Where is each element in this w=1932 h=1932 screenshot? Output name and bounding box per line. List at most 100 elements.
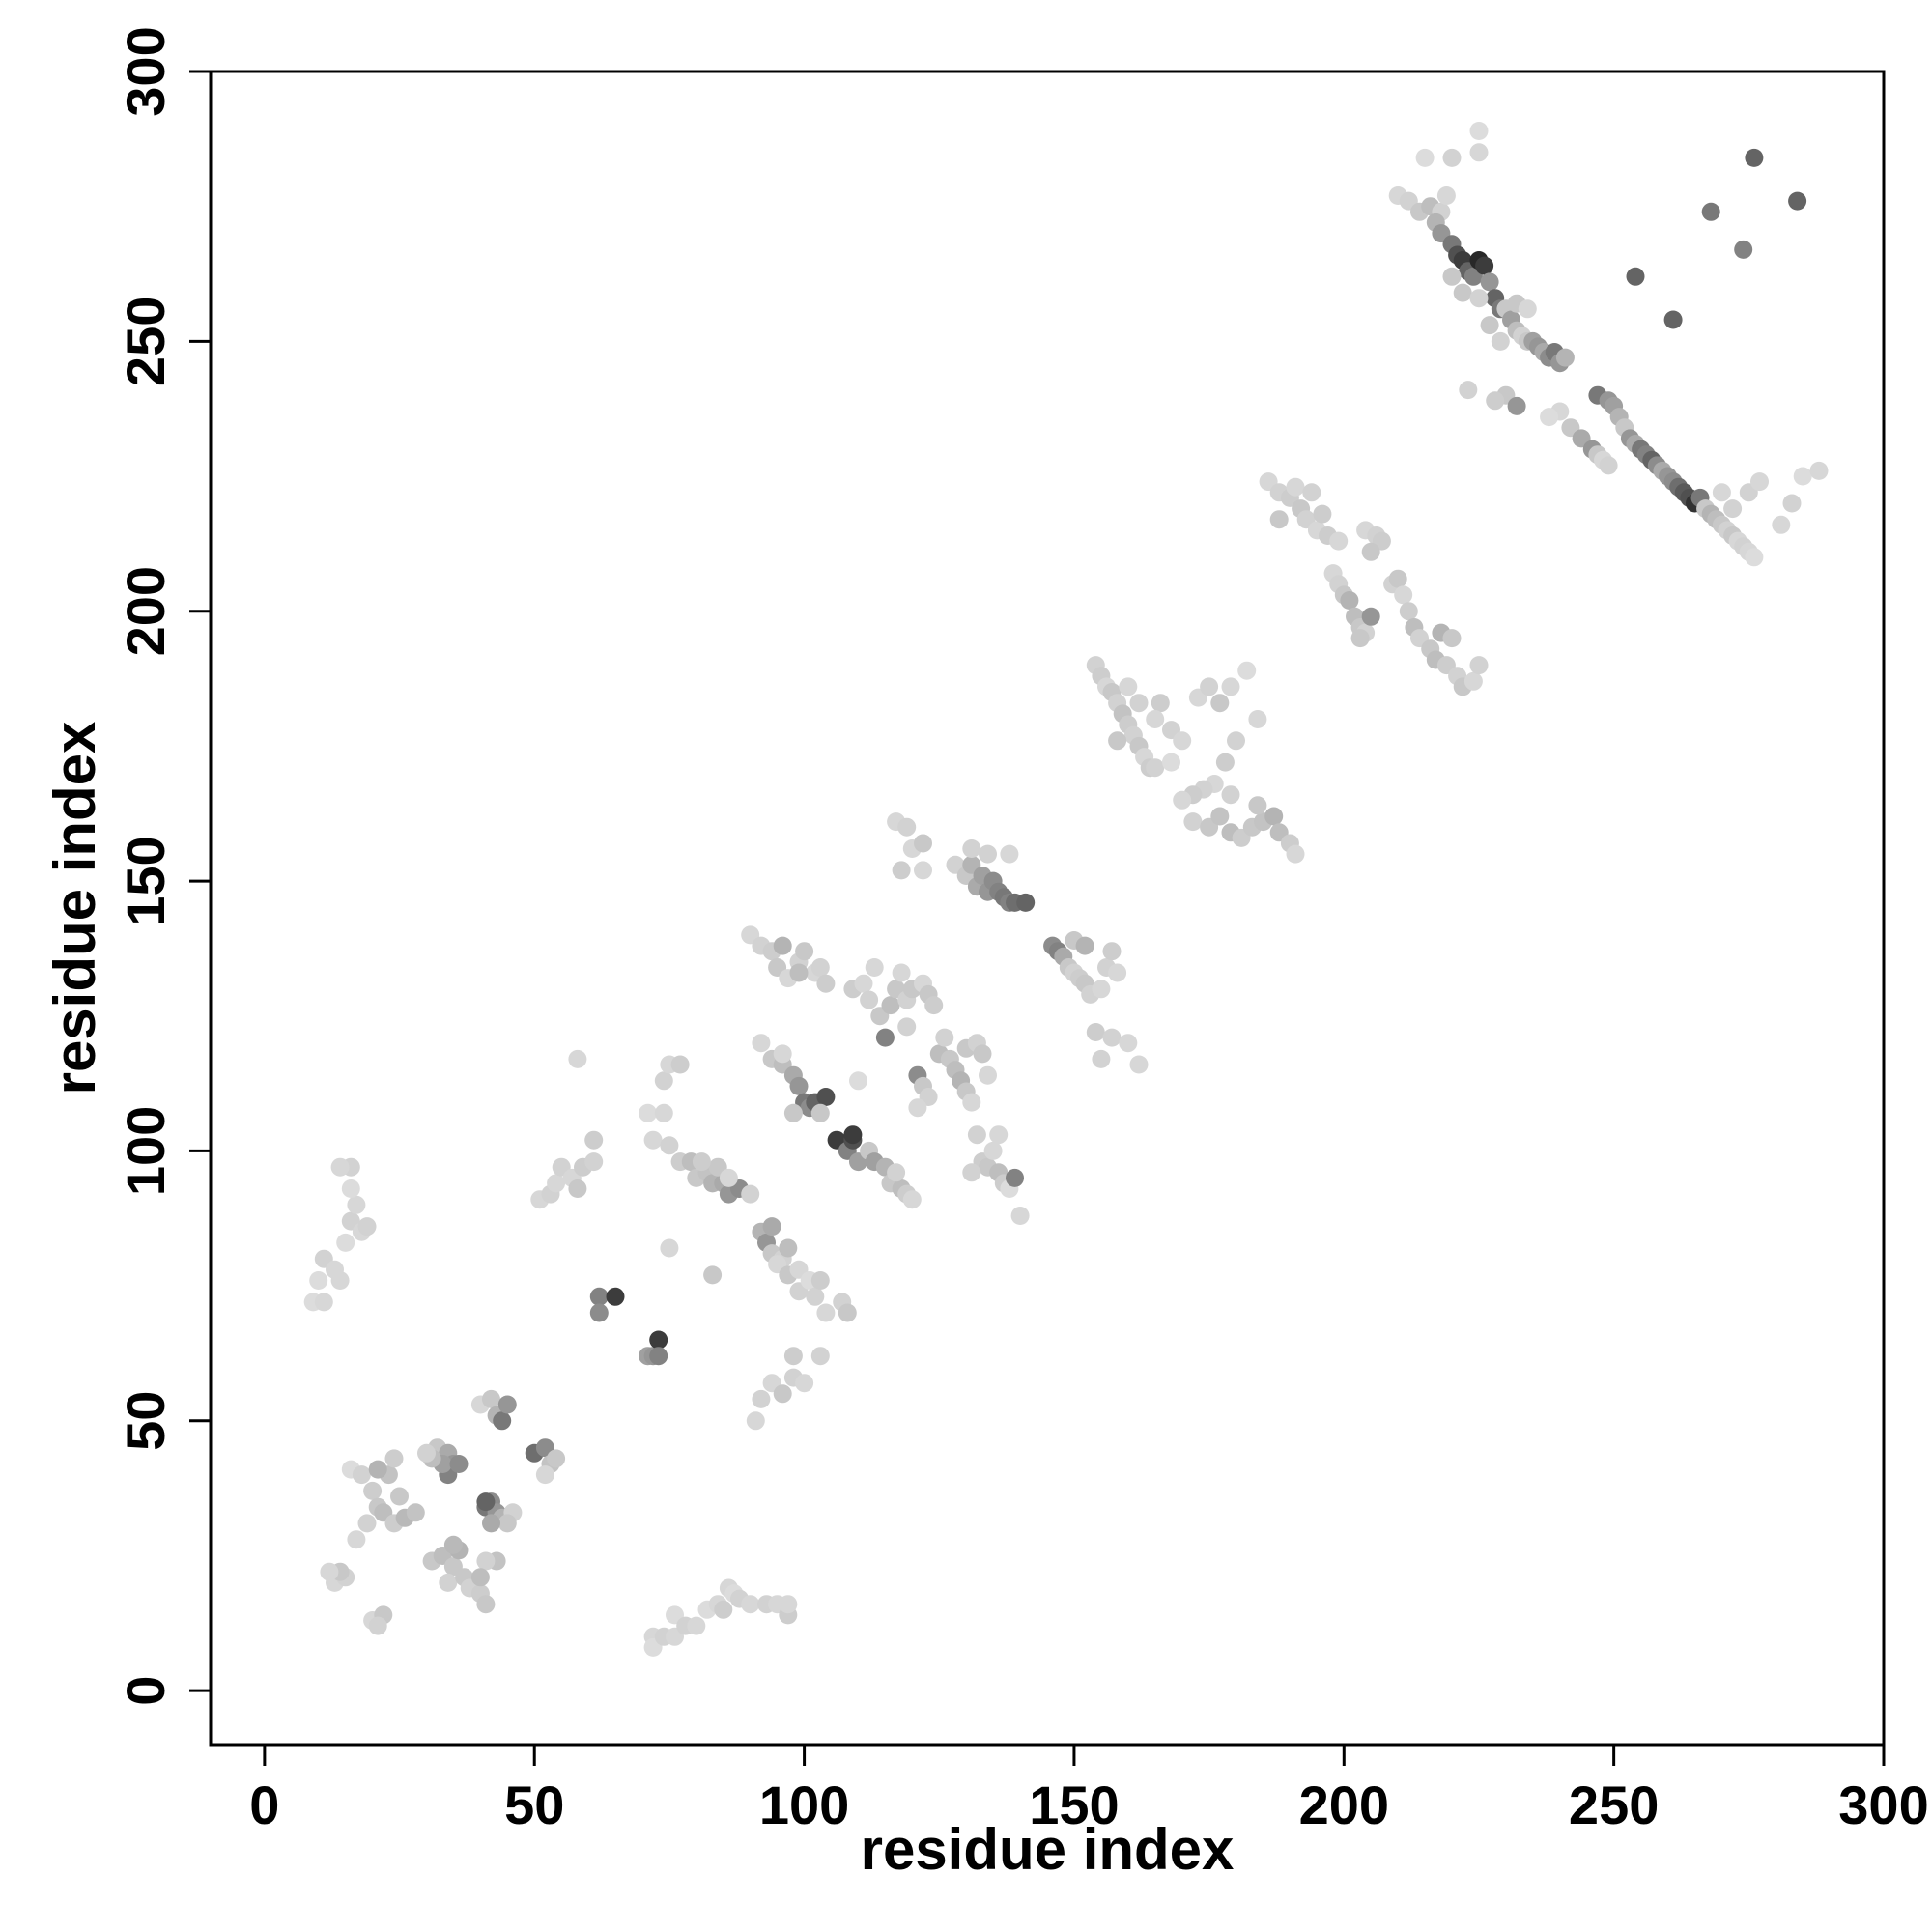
data-point bbox=[584, 1130, 604, 1150]
data-point bbox=[795, 942, 814, 961]
data-point bbox=[341, 1179, 360, 1198]
data-point bbox=[1540, 408, 1559, 427]
data-point bbox=[967, 1125, 986, 1145]
data-point bbox=[368, 1616, 387, 1635]
data-point bbox=[746, 1411, 765, 1431]
y-tick-label: 150 bbox=[115, 836, 176, 925]
data-point bbox=[983, 1141, 1003, 1160]
data-point bbox=[497, 1395, 517, 1414]
data-point bbox=[865, 958, 884, 977]
y-tick-label: 200 bbox=[115, 566, 176, 656]
data-point bbox=[892, 963, 911, 982]
data-point bbox=[568, 1049, 587, 1068]
y-tick-label: 100 bbox=[115, 1106, 176, 1196]
data-point bbox=[1469, 656, 1489, 675]
data-point bbox=[908, 1098, 927, 1118]
x-tick-label: 50 bbox=[504, 1775, 564, 1835]
data-point bbox=[1108, 731, 1127, 751]
data-point bbox=[660, 1238, 679, 1258]
data-point bbox=[1237, 661, 1257, 680]
data-point bbox=[887, 1163, 906, 1182]
data-point bbox=[714, 1600, 733, 1619]
data-point bbox=[897, 817, 917, 837]
data-point bbox=[783, 1347, 803, 1366]
data-point bbox=[390, 1487, 409, 1506]
data-point bbox=[482, 1514, 500, 1533]
data-point bbox=[1000, 844, 1019, 864]
data-point bbox=[810, 1271, 830, 1290]
data-point bbox=[979, 844, 997, 864]
data-point bbox=[482, 1389, 500, 1408]
data-point bbox=[973, 1044, 992, 1064]
data-point bbox=[914, 834, 932, 853]
data-point bbox=[1264, 807, 1284, 826]
data-point bbox=[470, 1568, 490, 1587]
data-point bbox=[1286, 477, 1305, 497]
data-point bbox=[330, 1157, 350, 1177]
x-tick-label: 200 bbox=[1299, 1775, 1389, 1835]
data-point bbox=[336, 1233, 355, 1252]
data-point bbox=[1469, 289, 1489, 308]
data-point bbox=[875, 1028, 895, 1047]
data-point bbox=[989, 1125, 1009, 1145]
data-point bbox=[347, 1530, 366, 1549]
data-point bbox=[1129, 694, 1149, 713]
data-point bbox=[1221, 785, 1240, 805]
data-point bbox=[1453, 283, 1472, 302]
data-point bbox=[1701, 202, 1720, 221]
data-point bbox=[902, 1190, 922, 1209]
data-point bbox=[320, 1562, 339, 1581]
data-point bbox=[1782, 494, 1802, 513]
data-point bbox=[762, 1217, 781, 1236]
data-point bbox=[649, 1330, 668, 1350]
data-point bbox=[1788, 191, 1807, 211]
data-point bbox=[1442, 267, 1462, 286]
data-point bbox=[547, 1174, 566, 1193]
data-point bbox=[1399, 602, 1418, 621]
data-point bbox=[1227, 731, 1245, 751]
data-point bbox=[752, 1034, 771, 1053]
data-point bbox=[417, 1443, 436, 1463]
data-point bbox=[1010, 1207, 1030, 1225]
data-point bbox=[810, 1103, 830, 1122]
data-point bbox=[979, 1065, 997, 1085]
data-point bbox=[643, 1130, 663, 1150]
data-point bbox=[654, 1071, 673, 1091]
data-point bbox=[547, 1449, 566, 1468]
data-point bbox=[1459, 381, 1478, 400]
data-point bbox=[589, 1287, 609, 1306]
data-point bbox=[1388, 569, 1407, 588]
data-point bbox=[962, 1093, 981, 1112]
data-point bbox=[1745, 548, 1764, 567]
data-point bbox=[810, 958, 830, 977]
data-point bbox=[773, 1044, 792, 1064]
data-point bbox=[493, 1411, 512, 1431]
data-point bbox=[1599, 456, 1618, 475]
y-axis-ticks: 0 50 100 150 200 250 300 bbox=[115, 26, 211, 1706]
data-point bbox=[330, 1271, 350, 1290]
data-point bbox=[1173, 790, 1192, 810]
data-point bbox=[1215, 753, 1235, 772]
data-point bbox=[1151, 694, 1170, 713]
data-point bbox=[741, 1184, 760, 1204]
data-point bbox=[439, 1573, 458, 1592]
data-point bbox=[1269, 510, 1289, 529]
data-point bbox=[363, 1481, 383, 1500]
data-point bbox=[449, 1455, 469, 1473]
data-point bbox=[1086, 1023, 1105, 1041]
data-point bbox=[1340, 591, 1359, 610]
data-point bbox=[962, 1163, 981, 1182]
data-point bbox=[1712, 483, 1731, 502]
data-point bbox=[1210, 694, 1230, 713]
y-tick-label: 250 bbox=[115, 297, 176, 386]
y-tick-label: 0 bbox=[115, 1676, 176, 1706]
data-point bbox=[773, 936, 792, 955]
data-point bbox=[314, 1293, 333, 1312]
data-point bbox=[1102, 942, 1122, 961]
data-point bbox=[1442, 629, 1462, 648]
data-point bbox=[843, 1125, 863, 1145]
data-point bbox=[1146, 710, 1165, 728]
data-point bbox=[1463, 671, 1483, 691]
data-point bbox=[1507, 396, 1526, 415]
